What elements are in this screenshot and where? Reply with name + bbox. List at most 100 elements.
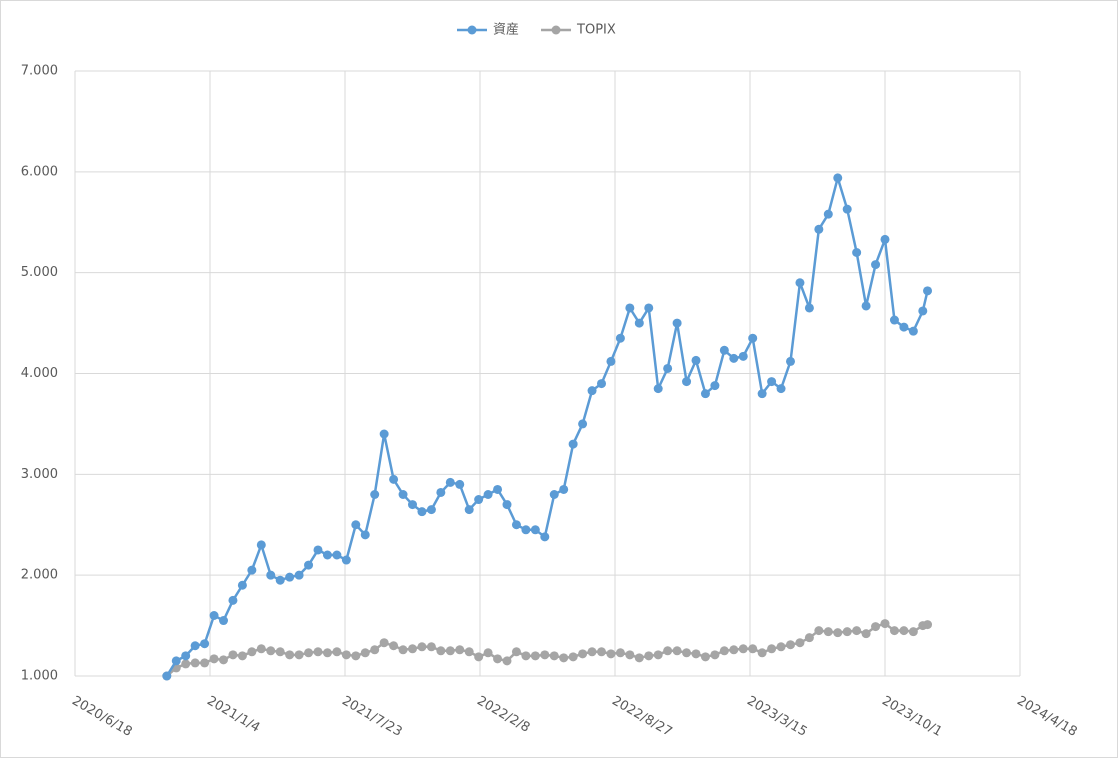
point — [899, 626, 909, 636]
point — [871, 622, 881, 632]
point — [578, 419, 588, 429]
point — [615, 648, 625, 658]
point — [360, 530, 370, 540]
point — [889, 626, 899, 636]
point — [398, 490, 408, 499]
point — [389, 474, 399, 484]
legend-marker — [551, 25, 561, 35]
point — [370, 645, 380, 655]
point — [871, 260, 881, 270]
point — [237, 580, 247, 590]
point — [190, 641, 200, 651]
point — [181, 659, 191, 669]
point — [190, 658, 200, 668]
point — [814, 224, 824, 234]
point — [587, 647, 597, 657]
point — [729, 645, 739, 655]
point — [786, 640, 795, 650]
point — [644, 651, 654, 661]
point — [644, 303, 654, 313]
point — [341, 650, 351, 660]
point — [719, 345, 729, 355]
point — [795, 278, 805, 288]
point — [880, 619, 890, 629]
point — [833, 628, 843, 638]
point — [691, 355, 701, 365]
series-line — [165, 173, 929, 677]
point — [757, 648, 767, 658]
point — [332, 550, 342, 560]
point — [634, 653, 644, 663]
point — [691, 649, 701, 659]
point — [304, 648, 314, 658]
point — [852, 626, 862, 636]
point — [767, 644, 777, 654]
point — [682, 648, 692, 658]
point — [719, 646, 729, 656]
point — [275, 647, 285, 657]
point — [814, 626, 824, 636]
point — [228, 650, 238, 660]
point — [360, 648, 370, 658]
point — [200, 639, 210, 649]
point — [795, 638, 805, 648]
point — [549, 651, 559, 661]
point — [209, 611, 219, 620]
point — [256, 540, 266, 550]
y-tick-label: 6.000 — [21, 164, 58, 179]
point — [804, 303, 814, 313]
series-line — [165, 622, 928, 677]
point — [757, 389, 767, 399]
point — [351, 651, 361, 661]
point — [313, 545, 323, 555]
point — [521, 651, 531, 661]
point — [379, 429, 389, 439]
point — [455, 645, 465, 655]
point — [889, 315, 899, 325]
point — [370, 490, 380, 499]
point — [474, 495, 484, 505]
point — [587, 386, 597, 396]
point — [823, 209, 833, 219]
point — [568, 652, 578, 662]
point — [842, 627, 852, 637]
point — [474, 652, 484, 662]
point — [408, 500, 417, 510]
point — [540, 650, 550, 660]
point — [918, 306, 928, 316]
point — [852, 248, 862, 257]
point — [908, 627, 918, 637]
point — [530, 525, 540, 535]
point — [767, 377, 777, 387]
point — [663, 363, 673, 373]
point — [247, 565, 257, 575]
y-tick-label: 4.000 — [21, 366, 58, 381]
point — [322, 648, 332, 658]
point — [625, 650, 635, 660]
point — [672, 318, 682, 328]
point — [398, 645, 408, 655]
point — [351, 520, 361, 530]
point — [171, 656, 181, 666]
point — [923, 286, 933, 296]
point — [417, 507, 427, 517]
point — [266, 646, 276, 656]
point — [634, 318, 644, 328]
point — [445, 646, 455, 656]
point — [786, 356, 795, 366]
point — [266, 570, 276, 580]
point — [804, 633, 814, 643]
point — [181, 651, 191, 661]
point — [700, 389, 710, 399]
point — [748, 333, 758, 343]
point — [502, 656, 512, 666]
point — [606, 356, 616, 366]
point — [663, 646, 673, 656]
y-tick-label: 3.000 — [21, 467, 58, 482]
y-tick-label: 5.000 — [21, 265, 58, 280]
point — [464, 505, 474, 515]
point — [748, 644, 758, 654]
point — [700, 652, 710, 662]
point — [237, 651, 247, 661]
point — [540, 532, 550, 542]
